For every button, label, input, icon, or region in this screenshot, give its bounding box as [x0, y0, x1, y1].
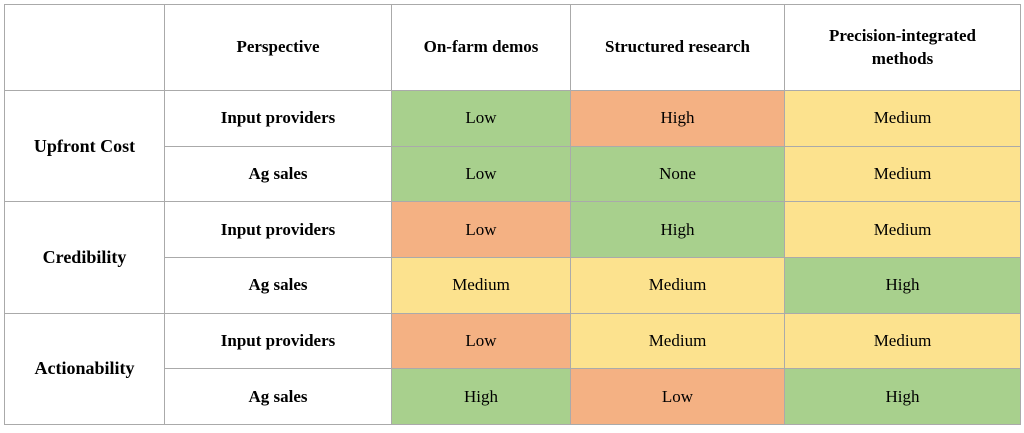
rating-cell: Low [391, 312, 571, 370]
rating-cell: High [784, 368, 1021, 425]
perspective-label: Input providers [164, 312, 392, 370]
rating-cell: None [570, 145, 785, 203]
table-row: Ag sales High Low High [5, 368, 1021, 425]
table-row: Credibility Input providers Low High Med… [4, 201, 1021, 314]
rating-cell: Low [391, 90, 571, 147]
rating-cell: High [570, 201, 785, 258]
rating-cell: High [391, 368, 571, 425]
table-row: Actionability Input providers Low Medium… [4, 312, 1021, 426]
comparison-matrix-table: Perspective On-farm demos Structured res… [4, 4, 1021, 426]
column-header-precision-integrated-methods: Precision-integrated methods [784, 4, 1021, 91]
rating-cell: Low [570, 368, 785, 425]
rating-cell: Medium [570, 312, 785, 370]
table-header-row: Perspective On-farm demos Structured res… [4, 4, 1021, 91]
perspective-label: Ag sales [164, 256, 392, 314]
table-row: Ag sales Low None Medium [5, 145, 1021, 203]
corner-cell [4, 4, 165, 91]
rating-cell: Medium [570, 256, 785, 314]
rating-cell: Medium [784, 312, 1021, 370]
rating-cell: Medium [784, 90, 1021, 147]
rating-cell: Medium [784, 201, 1021, 258]
perspective-label: Input providers [164, 90, 392, 147]
criterion-label-actionability: Actionability [4, 312, 165, 426]
criterion-label-credibility: Credibility [4, 201, 165, 314]
perspective-label: Input providers [164, 201, 392, 258]
rating-cell: High [570, 90, 785, 147]
rating-cell: Low [391, 145, 571, 203]
criterion-label-upfront-cost: Upfront Cost [4, 89, 165, 203]
table-row: Ag sales Medium Medium High [5, 256, 1021, 314]
column-header-perspective: Perspective [164, 4, 392, 91]
rating-cell: Medium [784, 145, 1021, 203]
perspective-label: Ag sales [164, 368, 392, 425]
rating-cell: High [784, 256, 1021, 314]
table-row: Upfront Cost Input providers Low High Me… [4, 89, 1021, 203]
rating-cell: Low [391, 201, 571, 258]
column-header-on-farm-demos: On-farm demos [391, 4, 571, 91]
perspective-label: Ag sales [164, 145, 392, 203]
rating-cell: Medium [391, 256, 571, 314]
column-header-structured-research: Structured research [570, 4, 785, 91]
